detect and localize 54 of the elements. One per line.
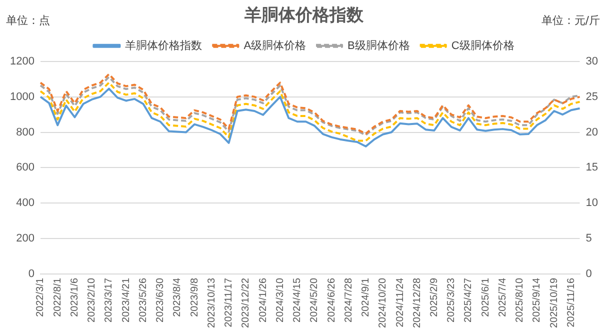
x-tick-label: 2023/4/21 — [120, 278, 132, 322]
legend-label: 羊胴体价格指数 — [125, 40, 202, 52]
y2-tick-label: 25 — [586, 90, 598, 103]
chart-title: 羊胴体价格指数 — [244, 6, 364, 25]
y-tick-label: 600 — [16, 162, 34, 174]
x-tick-label: 2023/5/26 — [138, 278, 149, 322]
x-tick-label: 2023/1/6 — [69, 278, 80, 317]
x-tick-label: 2023/11/17 — [224, 278, 235, 328]
x-tick-label: 2022/8/1 — [52, 278, 64, 317]
x-tick-label: 2024/9/1 — [360, 278, 372, 317]
y-tick-label: 1200 — [10, 55, 34, 68]
x-tick-label: 2024/11/24 — [394, 278, 406, 328]
x-tick-label: 2023/10/13 — [206, 278, 218, 328]
x-tick-label: 2025/7/4 — [497, 278, 508, 317]
legend-label: C级胴体价格 — [451, 40, 514, 52]
x-tick-label: 2023/3/17 — [104, 278, 115, 322]
x-tick-label: 2024/3/10 — [274, 278, 286, 322]
x-tick-label: 2024/12/28 — [412, 278, 423, 328]
y2-tick-label: 10 — [586, 197, 598, 210]
y-tick-label: 1000 — [10, 90, 34, 103]
x-tick-label: 2023/8/4 — [172, 278, 184, 317]
y2-axis-title: 单位：元/斤 — [541, 13, 600, 28]
x-tick-label: 2025/10/19 — [548, 278, 560, 328]
y2-tick-label: 15 — [586, 162, 598, 174]
legend-label: A级胴体价格 — [244, 40, 306, 52]
y-tick-label: 200 — [16, 232, 34, 245]
x-tick-label: 2023/2/10 — [86, 278, 98, 322]
y2-tick-label: 5 — [586, 232, 592, 245]
line-series — [39, 82, 581, 142]
x-tick-label: 2025/4/27 — [463, 278, 474, 322]
y-tick-label: 400 — [16, 197, 34, 210]
x-tick-label: 2025/2/9 — [428, 278, 440, 317]
x-tick-label: 2024/7/28 — [343, 278, 354, 322]
x-tick-label: 2024/10/20 — [378, 278, 389, 328]
x-tick-label: 2025/3/23 — [446, 278, 458, 322]
x-tick-label: 2022/3/1 — [35, 278, 46, 317]
x-tick-label: 2023/12/22 — [240, 278, 252, 328]
x-tick-label: 2023/6/30 — [155, 278, 166, 322]
x-tick-label: 2025/8/10 — [514, 278, 526, 322]
x-tick-label: 2023/9/8 — [189, 278, 200, 317]
y-tick-label: 800 — [16, 126, 34, 138]
y2-tick-label: 20 — [586, 126, 598, 138]
legend-label: B级胴体价格 — [348, 40, 410, 52]
x-tick-label: 2025/6/1 — [480, 278, 492, 317]
y2-tick-label: 30 — [586, 55, 598, 68]
y-axis-title: 单位：点 — [6, 13, 50, 28]
y-tick-label: 0 — [28, 268, 34, 280]
x-tick-label: 2024/5/20 — [309, 278, 320, 322]
x-tick-label: 2024/6/26 — [326, 278, 338, 322]
y2-tick-label: 0 — [586, 268, 592, 280]
x-tick-label: 2024/1/26 — [258, 278, 269, 322]
x-tick-label: 2024/4/15 — [292, 278, 304, 322]
x-tick-label: 2025/11/16 — [566, 278, 577, 328]
x-tick-label: 2025/9/14 — [532, 278, 543, 322]
